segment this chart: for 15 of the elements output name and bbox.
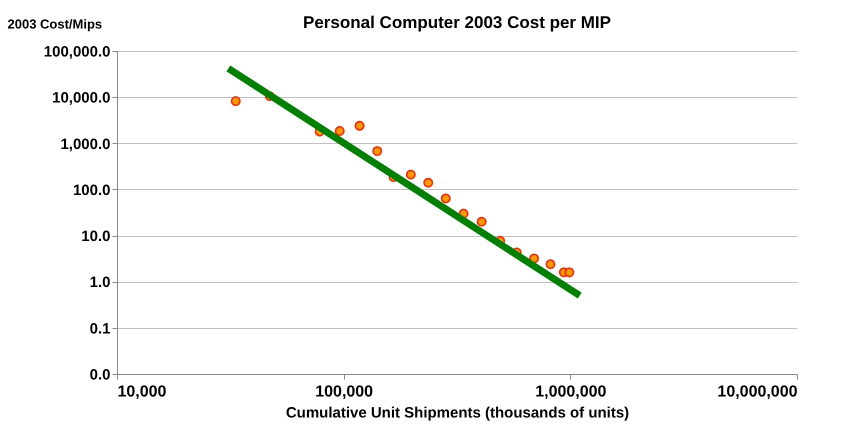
y-tick-label: 10,000.0 xyxy=(52,90,110,107)
y-tick-label: 10.0 xyxy=(81,228,110,246)
x-axis-title: Cumulative Unit Shipments (thousands of units) xyxy=(286,404,630,422)
y-tick-label: 0.1 xyxy=(90,320,110,338)
y-tick-label: 0.0 xyxy=(90,366,110,384)
x-tick-label: 1,000,000 xyxy=(535,384,607,400)
y-tick-label: 1.0 xyxy=(90,274,110,292)
y-tick-label: 1,000.0 xyxy=(60,136,110,153)
y-tick-label: 100.0 xyxy=(72,182,110,199)
y-tick-label: 100,000.0 xyxy=(44,44,110,60)
chart-title: Personal Computer 2003 Cost per MIP xyxy=(303,13,611,32)
y-axis-title: 2003 Cost/Mips xyxy=(8,16,102,32)
x-tick-label: 10,000 xyxy=(118,384,167,400)
x-tick-label: 10,000,000 xyxy=(717,384,798,400)
x-tick-label: 100,000 xyxy=(315,384,374,400)
